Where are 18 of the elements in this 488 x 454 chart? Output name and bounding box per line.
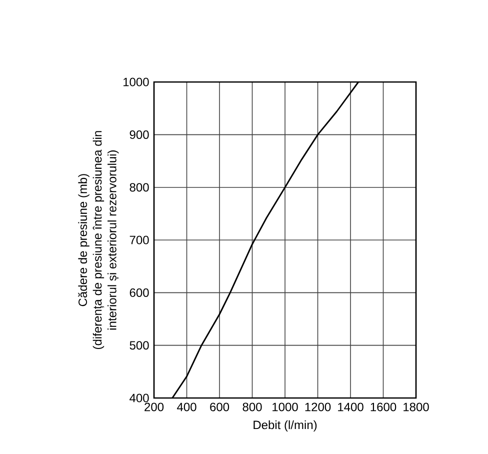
y-tick-label: 700 <box>130 236 149 244</box>
x-tick-label: 1400 <box>338 402 364 412</box>
y-tick-label: 1000 <box>124 78 149 86</box>
x-axis-title: Debit (l/min) <box>254 420 317 432</box>
x-tick-label: 1600 <box>370 402 396 412</box>
x-tick-label: 600 <box>210 402 230 412</box>
y-tick-label: 600 <box>130 288 149 297</box>
x-tick-label: 1800 <box>404 402 429 412</box>
x-tick-label: 400 <box>177 402 196 412</box>
y-tick-label: 800 <box>130 183 149 192</box>
y-tick-label: 400 <box>130 394 149 402</box>
x-tick-label: 800 <box>242 402 262 412</box>
y-tick-label: 500 <box>130 341 149 350</box>
x-tick-label: 1000 <box>272 402 298 412</box>
y-tick-label: 900 <box>130 130 149 139</box>
x-tick-label: 200 <box>144 402 164 412</box>
x-tick-label: 1200 <box>305 402 331 412</box>
y-axis-title: Cădere de presiune (mb) (diferența de presiune între presiunea din interiorul și exteriorul rezervorului) <box>78 131 119 349</box>
